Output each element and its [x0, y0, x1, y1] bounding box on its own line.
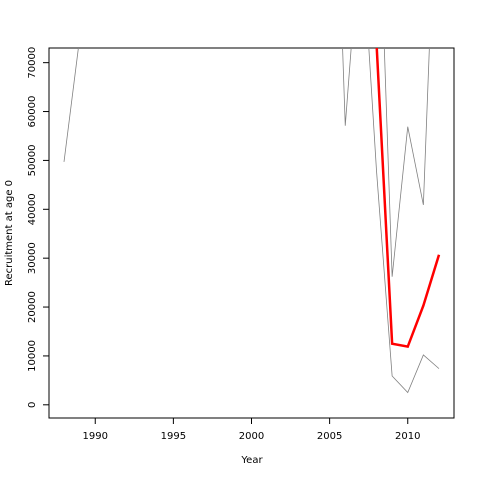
y-tick-label: 10000 [27, 340, 38, 372]
y-tick-label: 20000 [27, 291, 38, 323]
series-line [63, 48, 440, 394]
y-tick-label: 50000 [27, 145, 38, 177]
series-line [375, 48, 441, 349]
x-axis-label: Year [240, 455, 263, 466]
y-tick-label: 30000 [27, 242, 38, 274]
y-tick-label: 0 [27, 402, 38, 408]
x-tick-label: 1995 [161, 431, 186, 442]
y-tick-label: 60000 [27, 96, 38, 128]
lines [63, 48, 441, 394]
y-tick-label: 40000 [27, 193, 38, 225]
y-tick-label: 70000 [27, 47, 38, 79]
x-tick-label: 2010 [395, 431, 420, 442]
series-line [383, 48, 430, 277]
x-tick-label: 1990 [83, 431, 108, 442]
plot-box [48, 47, 455, 419]
x-tick-label: 2000 [239, 431, 264, 442]
y-axis-label: Recruitment at age 0 [4, 180, 15, 286]
x-tick-label: 2005 [317, 431, 342, 442]
